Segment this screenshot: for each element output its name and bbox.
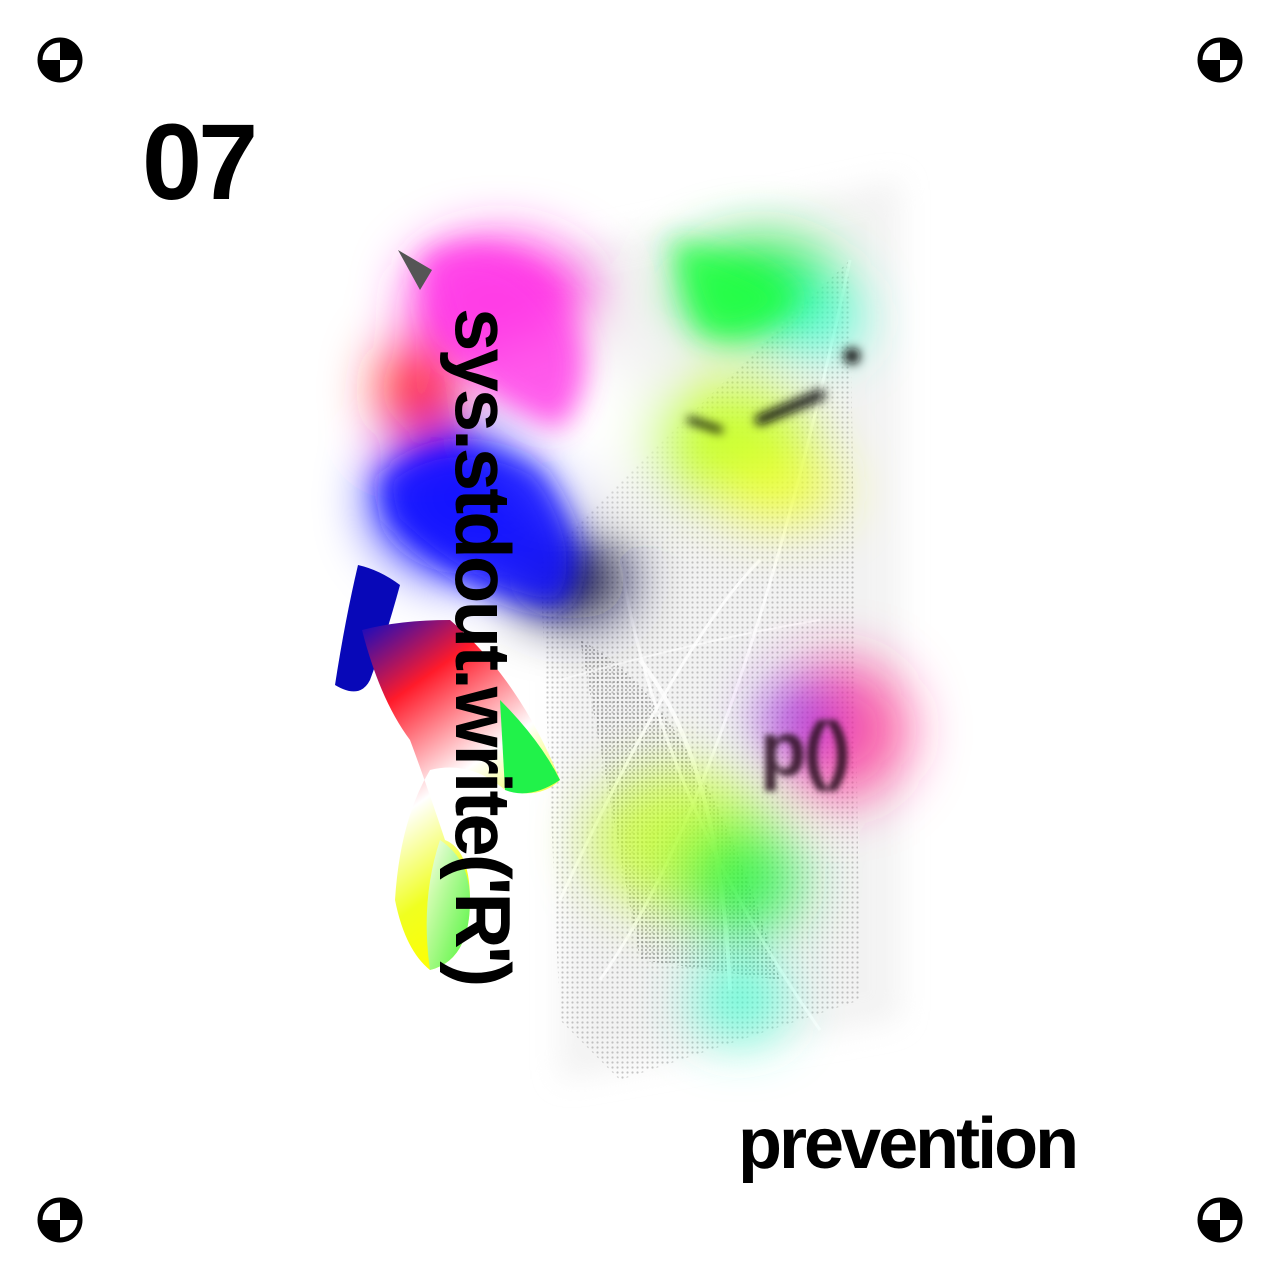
registration-crosshair-icon bbox=[37, 37, 83, 83]
vertical-code-text: sys.stdout.write('R') bbox=[439, 308, 527, 985]
registration-crosshair-icon bbox=[1197, 37, 1243, 83]
registration-crosshair-icon bbox=[37, 1197, 83, 1243]
blurred-code-text: p() bbox=[760, 707, 851, 792]
poster-number: 07 bbox=[142, 101, 258, 222]
registration-crosshair-icon bbox=[1197, 1197, 1243, 1243]
poster-word: prevention bbox=[738, 1104, 1079, 1184]
